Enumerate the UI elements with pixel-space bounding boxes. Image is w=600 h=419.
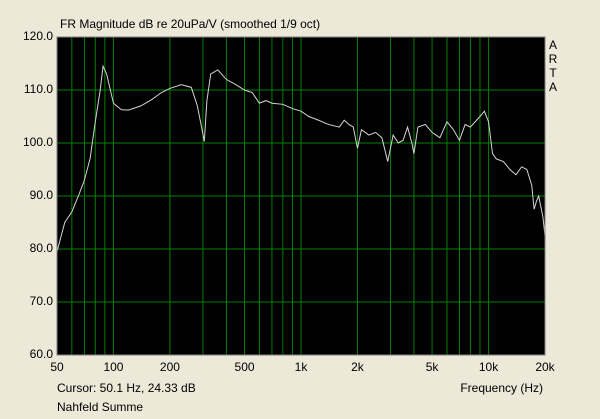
y-tick-label: 100.0: [23, 135, 53, 149]
cursor-readout: Cursor: 50.1 Hz, 24.33 dB: [57, 381, 196, 395]
x-tick-label: 20k: [535, 360, 555, 374]
x-tick-label: 50: [50, 360, 64, 374]
y-tick-label: 110.0: [24, 82, 53, 96]
y-tick-label: 70.0: [30, 294, 54, 308]
y-tick-label: 80.0: [30, 241, 54, 255]
x-tick-label: 5k: [426, 360, 440, 374]
plot-border: [56, 36, 546, 356]
x-tick-label: 2k: [351, 360, 365, 374]
response-curve: [56, 64, 546, 252]
x-tick-label: 500: [235, 360, 255, 374]
x-tick-label: 100: [103, 360, 123, 374]
chart-title: FR Magnitude dB re 20uPa/V (smoothed 1/9…: [60, 17, 320, 31]
x-tick-label: 200: [160, 360, 180, 374]
x-tick-label: 10k: [479, 360, 499, 374]
x-axis-label: Frequency (Hz): [460, 381, 543, 395]
y-tick-label: 60.0: [30, 347, 54, 361]
footer-label: Nahfeld Summe: [57, 400, 143, 414]
x-tick-label: 1k: [295, 360, 309, 374]
y-tick-label: 120.0: [23, 29, 53, 43]
y-tick-label: 90.0: [30, 188, 54, 202]
